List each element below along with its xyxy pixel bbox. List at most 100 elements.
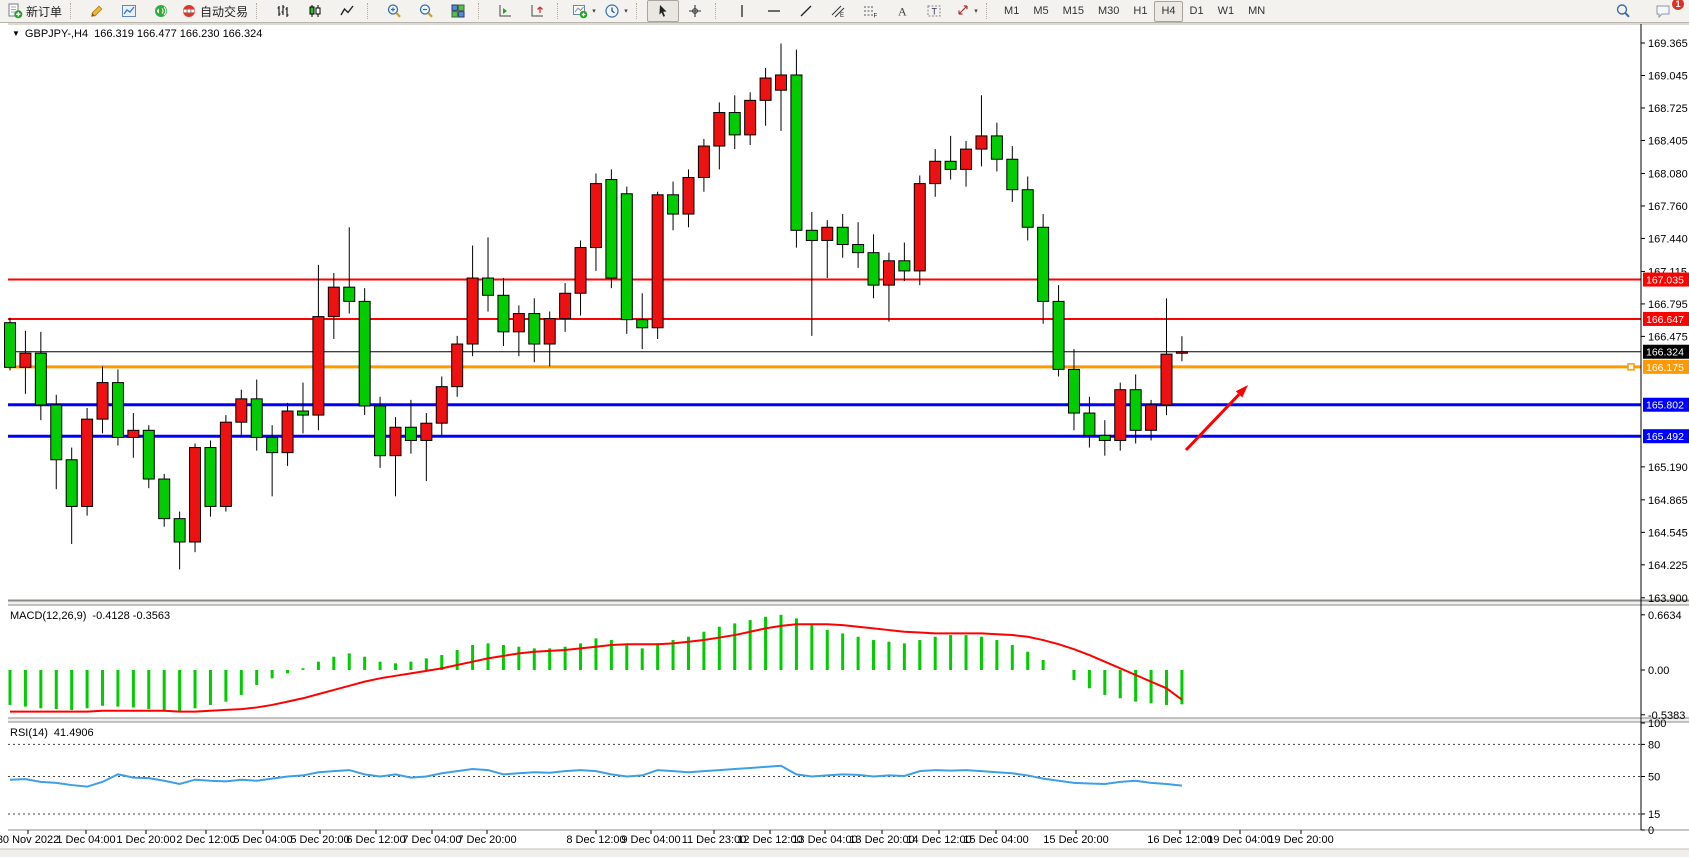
search-button[interactable] — [1607, 0, 1639, 22]
sound-icon — [155, 5, 168, 17]
time-tick-label: 1 Dec 20:00 — [116, 834, 175, 846]
candle-chart-button[interactable] — [299, 0, 331, 22]
bar-chart-button[interactable] — [267, 0, 299, 22]
toolbar-separator — [256, 3, 264, 19]
vline-icon — [741, 5, 743, 17]
chart-window: 169.365 169.045 168.725 168.405 168.080 167.7… — [0, 23, 1689, 857]
time-tick-label: 19 Dec 20:00 — [1268, 834, 1333, 846]
indicators-button[interactable]: ▾ — [568, 0, 600, 22]
trendline-icon — [800, 5, 812, 17]
zoom-in-button[interactable] — [378, 0, 410, 22]
orange-line-anchor[interactable] — [1627, 363, 1635, 371]
time-tick-label: 13 Dec 20:00 — [849, 834, 914, 846]
horizontal-level-lines[interactable] — [8, 278, 1641, 438]
line-chart-button[interactable] — [331, 0, 363, 22]
chat-icon — [1656, 5, 1670, 19]
time-tick-label: 5 Dec 04:00 — [233, 834, 292, 846]
rsi-name: RSI(14) — [10, 727, 48, 739]
cursor-icon — [659, 5, 667, 17]
text-label-button[interactable]: T — [918, 0, 950, 22]
candlestick-series — [4, 43, 1188, 570]
bars-icon — [277, 5, 289, 17]
crosshair-button[interactable] — [679, 0, 711, 22]
profile-chart-icon — [122, 5, 137, 17]
auto-scroll-icon — [499, 5, 512, 17]
new-order-icon — [8, 3, 23, 19]
text-button[interactable]: A — [886, 0, 918, 22]
time-tick-label: 13 Dec 04:00 — [792, 834, 857, 846]
new-order-button[interactable]: 新订单 — [3, 0, 66, 22]
market-watch-button[interactable] — [113, 0, 145, 22]
time-tick-label: 12 Dec 12:00 — [737, 834, 802, 846]
cursor-button[interactable] — [647, 0, 680, 22]
price-tick-label: 169.365 — [1648, 38, 1688, 50]
price-tick-label: 166.475 — [1648, 331, 1688, 343]
chart-shift-button[interactable] — [521, 0, 553, 22]
collapse-triangle-icon[interactable]: ▼ — [12, 29, 20, 38]
chart-symbol-label: ▼ GBPJPY-,H4 166.319 166.477 166.230 166.3… — [12, 28, 262, 40]
ohlc-values-text: 166.319 166.477 166.230 166.324 — [94, 28, 263, 40]
price-label-text: 167.035 — [1646, 275, 1684, 287]
chat-button[interactable]: 1 — [1647, 0, 1685, 22]
sound-button[interactable] — [145, 0, 177, 22]
price-label-box — [1643, 397, 1689, 412]
price-axis[interactable]: 169.365 169.045 168.725 168.405 168.080 167.7… — [1640, 24, 1689, 837]
fibo-icon: F — [864, 6, 878, 19]
macd-panel — [8, 614, 1184, 713]
text-label-icon: T — [927, 5, 941, 17]
time-tick-label: 7 Dec 20:00 — [457, 834, 516, 846]
horizontal-line-button[interactable] — [758, 0, 790, 22]
timeframe-button-w1[interactable]: W1 — [1217, 5, 1235, 17]
fibonacci-button[interactable]: F — [854, 0, 886, 22]
window-bottom-strip — [0, 849, 1689, 857]
toolbar-separator — [478, 3, 486, 19]
zoom-out-button[interactable] — [410, 0, 442, 22]
trend-arrow-annotation[interactable] — [1184, 385, 1248, 452]
arrows-icon — [958, 5, 968, 15]
timeframe-button-m1[interactable]: M1 — [1004, 5, 1020, 17]
time-tick-label: 1 Dec 04:00 — [56, 834, 115, 846]
macd-axis-label: 0.00 — [1648, 665, 1669, 677]
timeframe-button-h1[interactable]: H1 — [1133, 5, 1148, 17]
macd-current-values: -0.4128 -0.3563 — [92, 610, 171, 622]
macd-axis-label: -0.5383 — [1648, 710, 1685, 722]
timeframe-button-mn[interactable]: MN — [1248, 5, 1266, 17]
timeframe-button-m15[interactable]: M15 — [1062, 5, 1084, 17]
new-order-button-label: 新订单 — [26, 4, 63, 19]
price-tick-label: 168.725 — [1648, 103, 1688, 115]
rsi-panel — [8, 743, 1641, 815]
vertical-line-button[interactable] — [726, 0, 758, 22]
trendline-button[interactable] — [790, 0, 822, 22]
price-tick-label: 164.545 — [1648, 527, 1688, 539]
linechart-icon — [340, 5, 354, 16]
panel-splitter[interactable] — [8, 718, 1689, 722]
zoom-in-icon — [387, 4, 401, 18]
panel-splitter[interactable] — [8, 601, 1689, 605]
chart-shift-icon — [531, 5, 544, 17]
timeframe-button-d1[interactable]: D1 — [1189, 5, 1204, 17]
timeframe-button-m30[interactable]: M30 — [1098, 5, 1120, 17]
price-tick-label: 168.080 — [1648, 168, 1688, 180]
svg-text:E: E — [840, 13, 844, 19]
chart-canvas[interactable]: 169.365 169.045 168.725 168.405 168.080 167.7… — [0, 23, 1689, 857]
timeframe-button-h4[interactable]: H4 — [1154, 0, 1183, 22]
text-a-icon: A — [898, 5, 907, 19]
auto-scroll-button[interactable] — [489, 0, 521, 22]
macd-name: MACD(12,26,9) — [10, 610, 87, 622]
price-label-box — [1643, 344, 1689, 359]
time-tick-label: 6 Dec 12:00 — [346, 834, 405, 846]
price-tick-label: 167.440 — [1648, 233, 1688, 245]
toolbar-separator — [367, 3, 375, 19]
hline-icon — [768, 10, 781, 12]
price-label-text: 165.492 — [1646, 431, 1684, 443]
svg-text:T: T — [932, 7, 938, 17]
crayon-button[interactable] — [81, 0, 113, 22]
tile-windows-button[interactable] — [442, 0, 474, 22]
periods-button[interactable]: ▾ — [600, 0, 632, 22]
timeframe-button-m5[interactable]: M5 — [1033, 5, 1049, 17]
arrows-button[interactable]: ▾ — [950, 0, 982, 22]
price-tick-label: 166.795 — [1648, 299, 1688, 311]
auto-trading-button[interactable]: 自动交易 — [177, 0, 252, 22]
channel-button[interactable]: E — [822, 0, 854, 22]
